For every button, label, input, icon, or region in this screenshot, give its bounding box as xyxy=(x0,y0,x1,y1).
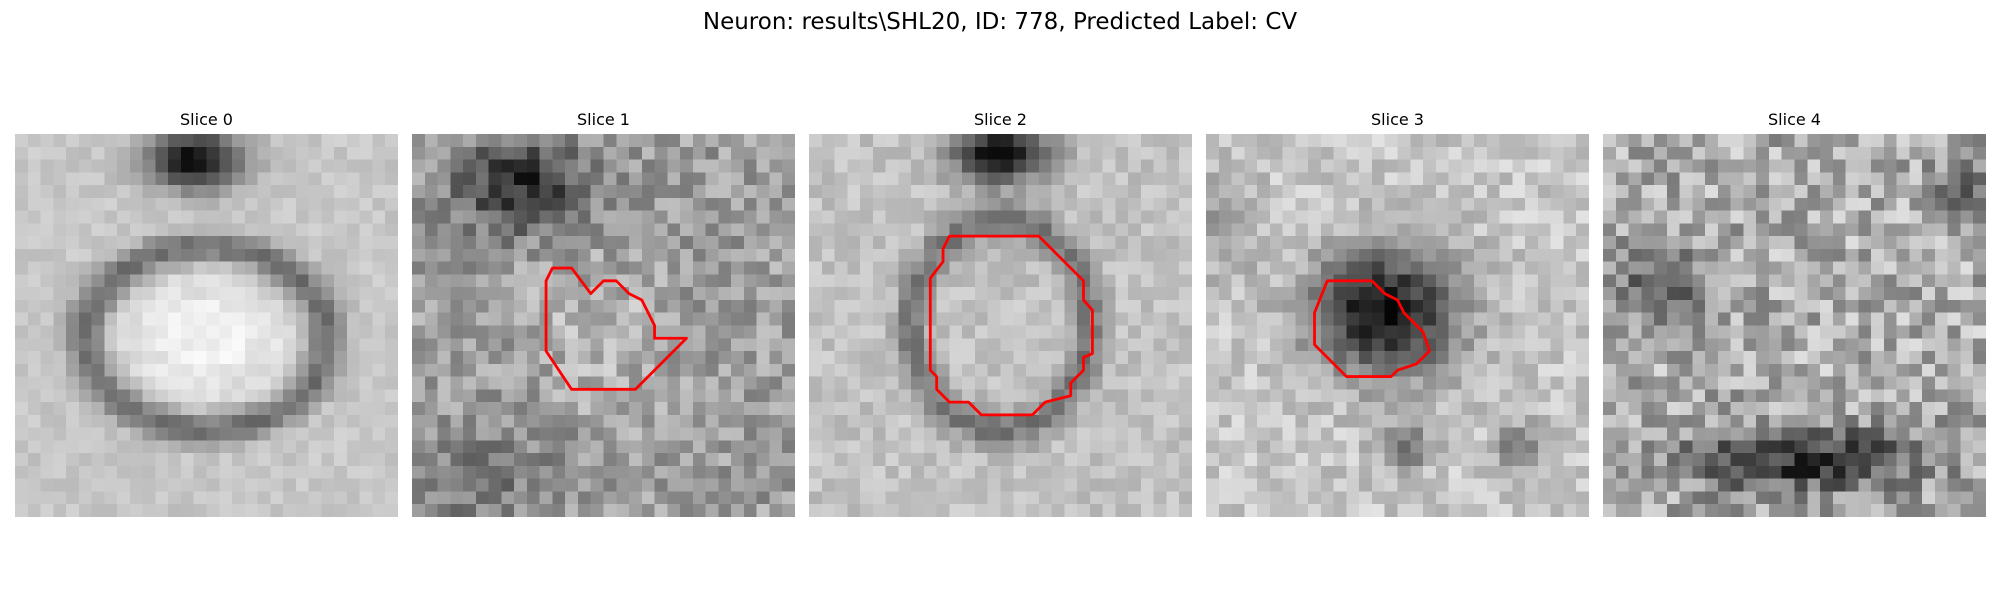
figure-title: Neuron: results\SHL20, ID: 778, Predicte… xyxy=(702,9,1298,35)
slice-title: Slice 1 xyxy=(577,110,630,129)
segmentation-outline xyxy=(544,266,688,391)
slice-panel-4: Slice 4 xyxy=(1603,110,1986,517)
segmentation-outline xyxy=(928,234,1094,417)
slice-image-2 xyxy=(809,134,1192,517)
slice-title: Slice 3 xyxy=(1371,110,1424,129)
slice-panel-3: Slice 3 xyxy=(1206,110,1589,517)
slice-image-0 xyxy=(15,134,398,517)
slice-title: Slice 2 xyxy=(974,110,1027,129)
slice-image-3 xyxy=(1206,134,1589,517)
segmentation-outline xyxy=(1313,279,1431,378)
slice-image-1 xyxy=(412,134,795,517)
slice-title: Slice 4 xyxy=(1768,110,1821,129)
slice-panel-2: Slice 2 xyxy=(809,110,1192,517)
slice-image-4 xyxy=(1603,134,1986,517)
slice-panel-0: Slice 0 xyxy=(15,110,398,517)
slice-panel-1: Slice 1 xyxy=(412,110,795,517)
slice-title: Slice 0 xyxy=(180,110,233,129)
